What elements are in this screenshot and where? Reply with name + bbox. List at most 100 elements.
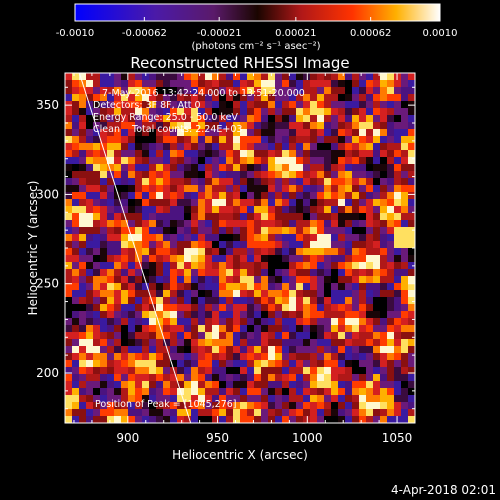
heatmap-cell [247,409,254,416]
heatmap-cell [156,157,163,164]
heatmap-cell [387,409,394,416]
heatmap-cell [359,269,366,276]
heatmap-cell [331,80,338,87]
heatmap-cell [121,276,128,283]
heatmap-cell [359,241,366,248]
heatmap-cell [240,171,247,178]
heatmap-cell [401,192,408,199]
heatmap-cell [212,171,219,178]
heatmap-cell [352,367,359,374]
heatmap-cell [303,164,310,171]
heatmap-cell [240,94,247,101]
heatmap-cell [233,150,240,157]
heatmap-cell [156,304,163,311]
x-tick-label: 950 [206,431,229,445]
heatmap-cell [198,395,205,402]
heatmap-cell [212,325,219,332]
heatmap-cell [261,374,268,381]
heatmap-cell [79,332,86,339]
heatmap-cell [247,143,254,150]
heatmap-cell [261,87,268,94]
heatmap-cell [114,122,121,129]
heatmap-cell [373,416,380,423]
heatmap-cell [205,325,212,332]
heatmap-cell [345,304,352,311]
heatmap-cell [240,150,247,157]
heatmap-cell [359,409,366,416]
heatmap-cell [366,185,373,192]
heatmap-cell [177,248,184,255]
heatmap-cell [107,101,114,108]
heatmap-cell [135,290,142,297]
heatmap-cell [247,94,254,101]
heatmap-cell [156,402,163,409]
heatmap-cell [282,227,289,234]
heatmap-cell [324,157,331,164]
heatmap-cell [387,283,394,290]
heatmap-cell [240,290,247,297]
heatmap-cell [128,395,135,402]
heatmap-cell [114,94,121,101]
heatmap-cell [338,87,345,94]
heatmap-cell [296,94,303,101]
heatmap-cell [149,150,156,157]
heatmap-cell [72,402,79,409]
heatmap-cell [149,374,156,381]
heatmap-cell [156,199,163,206]
heatmap-cell [86,143,93,150]
heatmap-cell [401,241,408,248]
heatmap-cell [121,388,128,395]
heatmap-cell [317,360,324,367]
heatmap-cell [226,227,233,234]
heatmap-cell [373,248,380,255]
heatmap-cell [163,164,170,171]
heatmap-cell [170,360,177,367]
heatmap-cell [359,381,366,388]
heatmap-cell [128,136,135,143]
heatmap-cell [366,199,373,206]
heatmap-cell [275,164,282,171]
heatmap-cell [86,115,93,122]
heatmap-cell [387,290,394,297]
heatmap-cell [345,374,352,381]
colorbar [74,3,441,22]
heatmap-cell [212,346,219,353]
heatmap-cell [394,241,401,248]
heatmap-cell [86,360,93,367]
heatmap-cell [149,101,156,108]
heatmap-cell [247,122,254,129]
heatmap-cell [156,94,163,101]
heatmap-cell [247,248,254,255]
heatmap-cell [401,297,408,304]
heatmap-cell [247,150,254,157]
heatmap-cell [135,269,142,276]
heatmap-cell [296,381,303,388]
heatmap-cell [149,108,156,115]
heatmap-cell [226,318,233,325]
heatmap-cell [107,388,114,395]
heatmap-cell [177,332,184,339]
heatmap-cell [233,297,240,304]
heatmap-cell [387,157,394,164]
heatmap-cell [254,381,261,388]
heatmap-cell [254,199,261,206]
heatmap-cell [380,108,387,115]
heatmap-cell [338,255,345,262]
heatmap-cell [359,157,366,164]
heatmap-cell [156,395,163,402]
heatmap-cell [317,304,324,311]
annotation-energy: Energy Range: 25.0 - 50.0 keV [93,112,238,123]
heatmap-cell [233,192,240,199]
heatmap-cell [205,276,212,283]
heatmap-cell [275,402,282,409]
heatmap-cell [380,318,387,325]
heatmap-cell [317,157,324,164]
heatmap-cell [233,199,240,206]
heatmap-cell [135,220,142,227]
heatmap-cell [226,409,233,416]
heatmap-cell [268,73,275,80]
heatmap-cell [317,353,324,360]
heatmap-cell [170,143,177,150]
x-axis-label: Heliocentric X (arcsec) [172,448,308,462]
heatmap-cell [324,409,331,416]
